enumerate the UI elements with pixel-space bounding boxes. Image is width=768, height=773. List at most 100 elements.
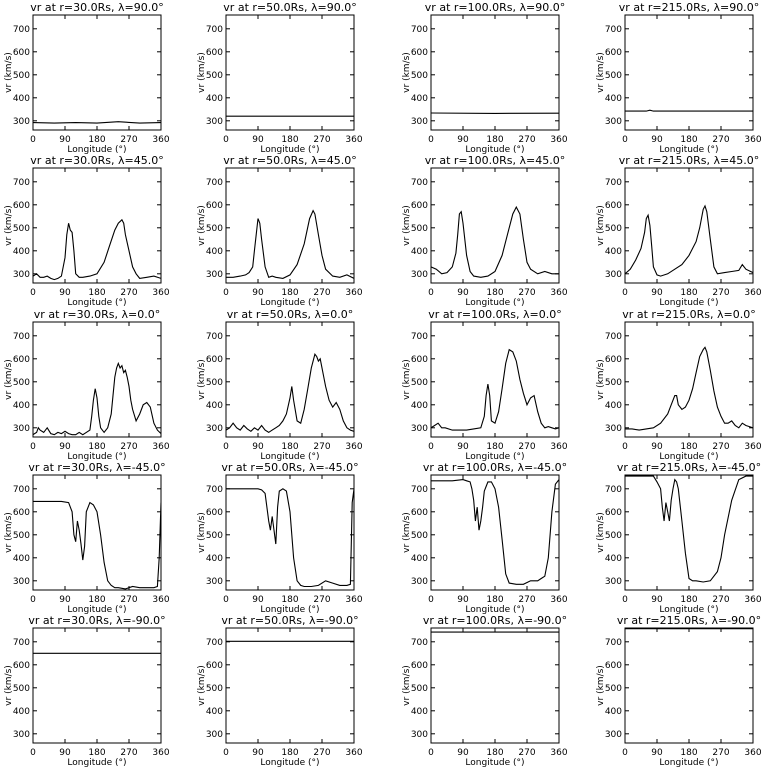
- x-axis-label: Longitude (°): [67, 298, 126, 308]
- x-tick-label: 0: [428, 135, 434, 145]
- x-tick-label: 0: [622, 135, 628, 145]
- x-tick-label: 180: [88, 442, 105, 452]
- y-tick-label: 500: [13, 684, 30, 694]
- y-tick-label: 700: [13, 25, 30, 35]
- y-axis-label: vr (km/s): [4, 52, 14, 93]
- y-axis-label: vr (km/s): [402, 205, 412, 246]
- y-tick-label: 400: [206, 94, 223, 104]
- x-tick-label: 180: [88, 748, 105, 758]
- plot-frame: [625, 15, 753, 130]
- y-tick-label: 400: [411, 401, 428, 411]
- panel-title: vr at r=50.0Rs, λ=90.0°: [223, 1, 356, 14]
- panel-title: vr at r=30.0Rs, λ=90.0°: [30, 1, 163, 14]
- y-tick-label: 700: [411, 332, 428, 342]
- y-tick-label: 600: [605, 661, 622, 671]
- y-tick-label: 300: [13, 577, 30, 587]
- x-tick-label: 90: [59, 442, 71, 452]
- y-tick-label: 400: [13, 707, 30, 717]
- y-tick-label: 600: [206, 508, 223, 518]
- y-tick-label: 300: [411, 117, 428, 127]
- y-tick-label: 400: [605, 707, 622, 717]
- x-tick-label: 270: [712, 135, 729, 145]
- x-tick-label: 0: [223, 135, 229, 145]
- x-tick-label: 180: [281, 135, 298, 145]
- series-line: [431, 350, 559, 431]
- y-tick-label: 500: [411, 531, 428, 541]
- series-line: [431, 207, 559, 277]
- series-line: [625, 347, 753, 430]
- y-axis-label: vr (km/s): [596, 359, 606, 400]
- x-tick-label: 180: [486, 748, 503, 758]
- x-tick-label: 360: [744, 595, 761, 605]
- series-line: [33, 122, 161, 123]
- panel-title: vr at r=50.0Rs, λ=-45.0°: [221, 461, 358, 474]
- y-tick-label: 500: [13, 531, 30, 541]
- series-line: [226, 354, 354, 432]
- x-tick-label: 270: [313, 288, 330, 298]
- x-tick-label: 360: [550, 288, 567, 298]
- y-tick-label: 600: [411, 48, 428, 58]
- x-tick-label: 0: [622, 442, 628, 452]
- y-tick-label: 600: [605, 48, 622, 58]
- x-tick-label: 360: [152, 135, 169, 145]
- y-tick-label: 400: [206, 554, 223, 564]
- x-tick-label: 270: [120, 135, 137, 145]
- x-tick-label: 0: [622, 748, 628, 758]
- x-tick-label: 90: [457, 135, 469, 145]
- y-tick-label: 600: [13, 661, 30, 671]
- x-axis-label: Longitude (°): [260, 758, 319, 768]
- x-tick-label: 270: [120, 442, 137, 452]
- x-tick-label: 180: [88, 135, 105, 145]
- x-tick-label: 0: [30, 135, 36, 145]
- x-tick-label: 360: [152, 442, 169, 452]
- x-tick-label: 360: [744, 442, 761, 452]
- y-tick-label: 400: [411, 247, 428, 257]
- y-tick-label: 600: [206, 201, 223, 211]
- x-axis-label: Longitude (°): [260, 298, 319, 308]
- y-tick-label: 600: [13, 508, 30, 518]
- x-tick-label: 270: [518, 595, 535, 605]
- y-tick-label: 300: [13, 424, 30, 434]
- x-tick-label: 360: [345, 748, 362, 758]
- x-tick-label: 180: [88, 595, 105, 605]
- y-tick-label: 500: [206, 531, 223, 541]
- y-axis-label: vr (km/s): [4, 359, 14, 400]
- y-tick-label: 300: [411, 730, 428, 740]
- panel-title: vr at r=30.0Rs, λ=0.0°: [34, 308, 160, 321]
- series-line: [33, 501, 161, 589]
- x-tick-label: 90: [59, 288, 71, 298]
- x-axis-label: Longitude (°): [67, 758, 126, 768]
- y-tick-label: 300: [206, 424, 223, 434]
- y-tick-label: 300: [206, 730, 223, 740]
- series-line: [625, 110, 753, 111]
- x-tick-label: 90: [651, 595, 663, 605]
- y-tick-label: 600: [411, 201, 428, 211]
- x-tick-label: 270: [712, 595, 729, 605]
- x-tick-label: 270: [313, 442, 330, 452]
- x-tick-label: 0: [622, 288, 628, 298]
- x-tick-label: 0: [30, 288, 36, 298]
- x-tick-label: 180: [281, 748, 298, 758]
- y-tick-label: 400: [411, 554, 428, 564]
- y-tick-label: 300: [411, 424, 428, 434]
- y-tick-label: 500: [206, 71, 223, 81]
- y-tick-label: 500: [13, 71, 30, 81]
- panel-title: vr at r=100.0Rs, λ=-90.0°: [423, 614, 567, 627]
- x-tick-label: 0: [30, 442, 36, 452]
- series-line: [625, 206, 753, 276]
- x-tick-label: 180: [486, 288, 503, 298]
- x-tick-label: 90: [457, 288, 469, 298]
- y-tick-label: 600: [13, 201, 30, 211]
- y-tick-label: 700: [605, 485, 622, 495]
- y-tick-label: 500: [411, 378, 428, 388]
- y-axis-label: vr (km/s): [197, 512, 207, 553]
- x-tick-label: 90: [651, 135, 663, 145]
- x-tick-label: 0: [223, 288, 229, 298]
